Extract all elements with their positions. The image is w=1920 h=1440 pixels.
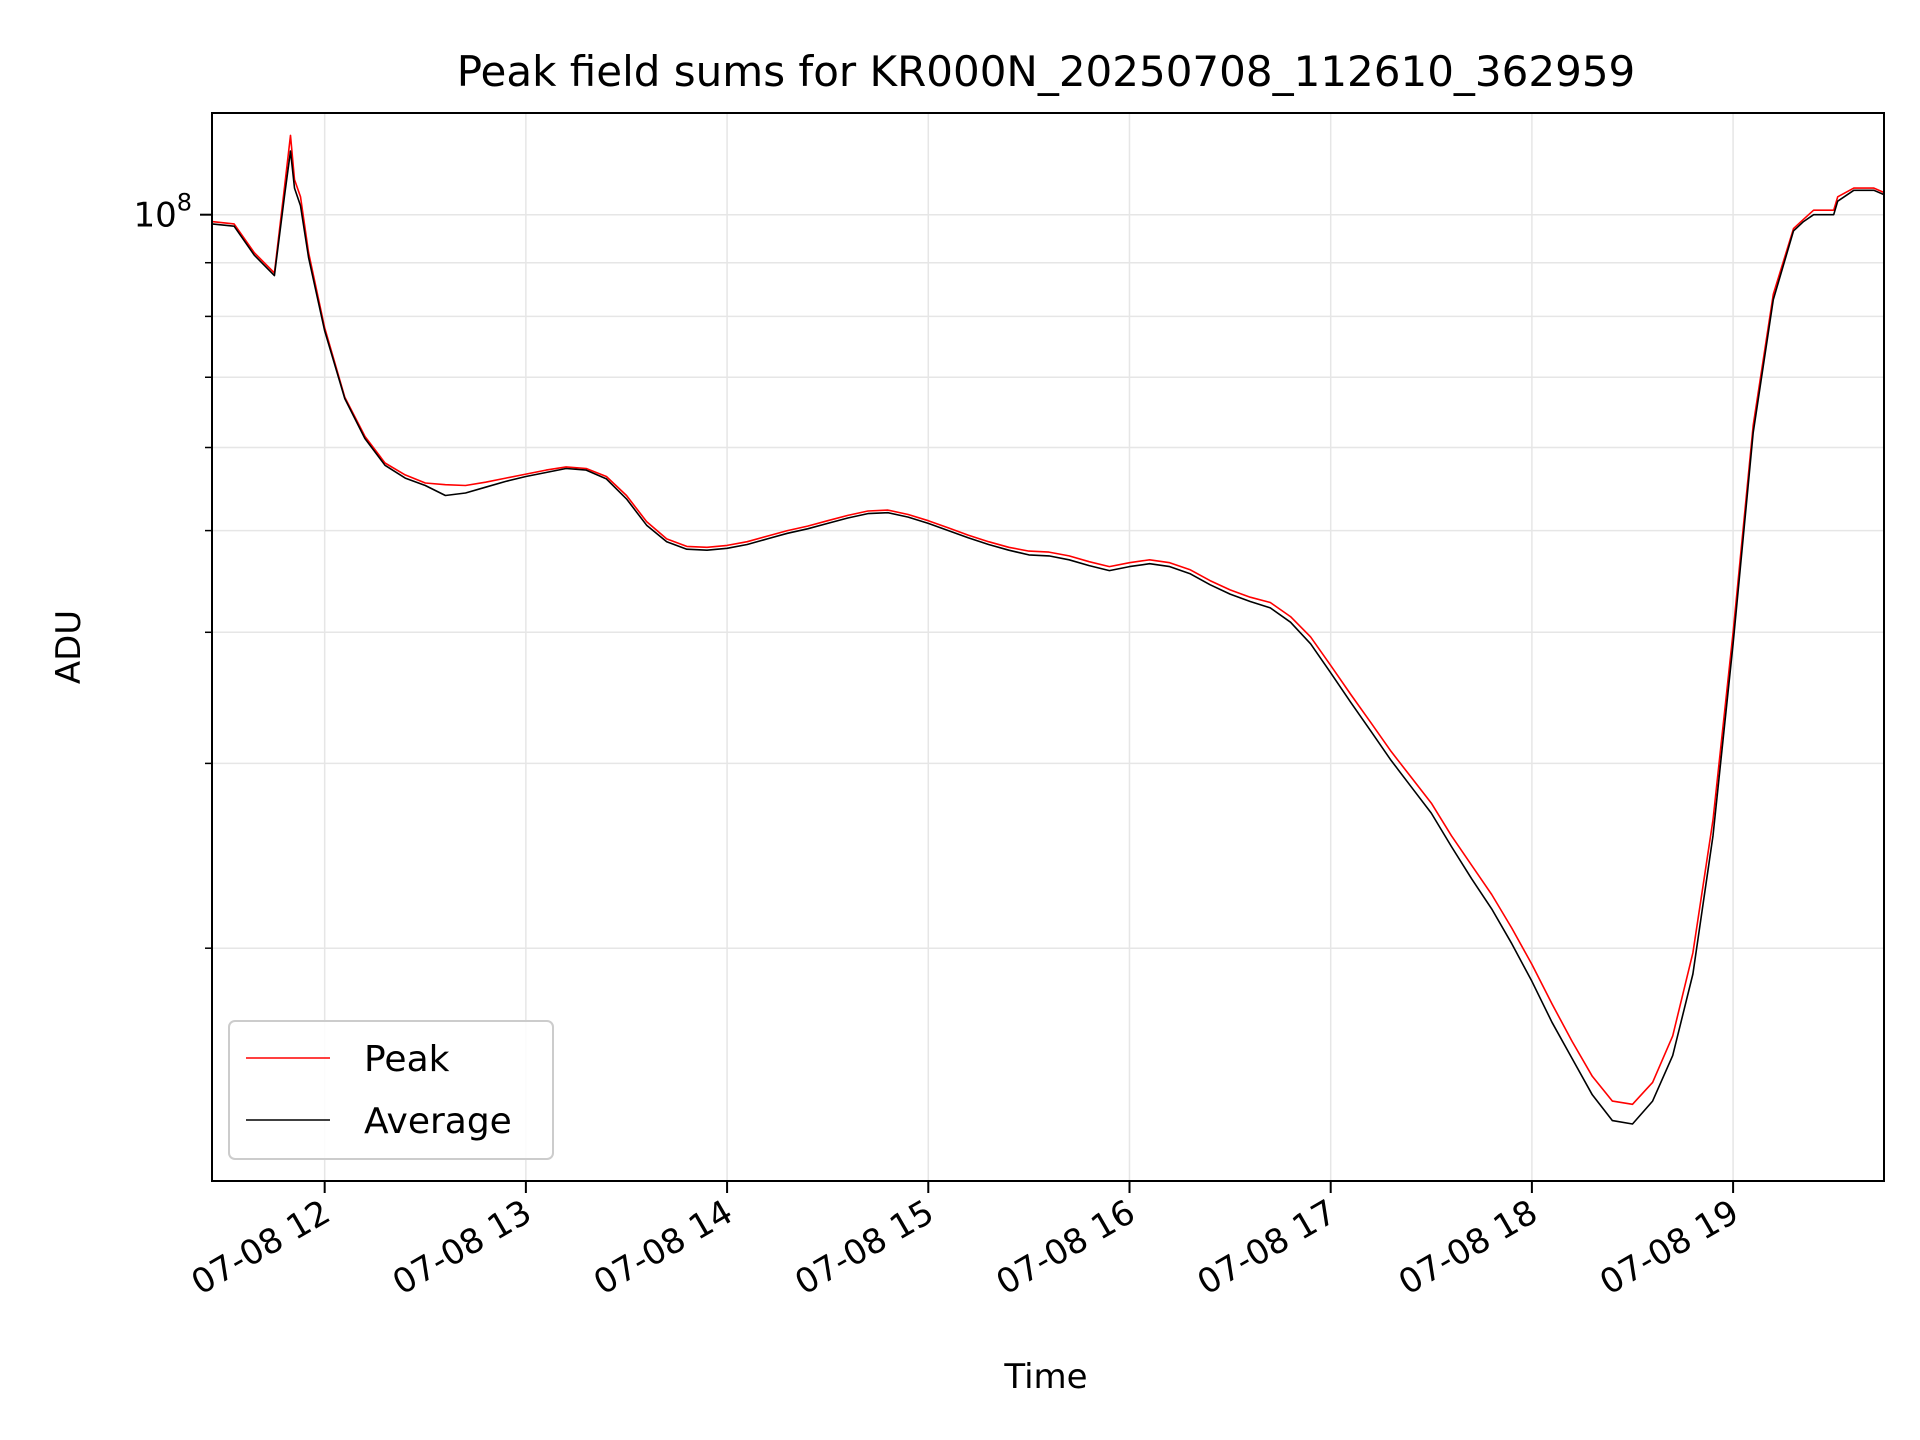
y-tick-label: 108 [133, 189, 192, 236]
x-axis-label: Time [1003, 1357, 1087, 1397]
legend: Peak Average [228, 1020, 554, 1160]
legend-label-average: Average [364, 1101, 512, 1142]
series-line-peak [211, 134, 1885, 1106]
series-lines [211, 134, 1885, 1125]
legend-box [228, 1020, 554, 1160]
y-axis-ticks: 108 [133, 189, 212, 949]
legend-label-peak: Peak [364, 1039, 450, 1080]
y-axis-label: ADU [49, 610, 89, 684]
plot-area-frame [211, 112, 1885, 1182]
chart-title: Peak field sums for KR000N_20250708_1126… [457, 47, 1636, 96]
series-line-average [211, 150, 1885, 1125]
grid-lines [212, 113, 1884, 1181]
